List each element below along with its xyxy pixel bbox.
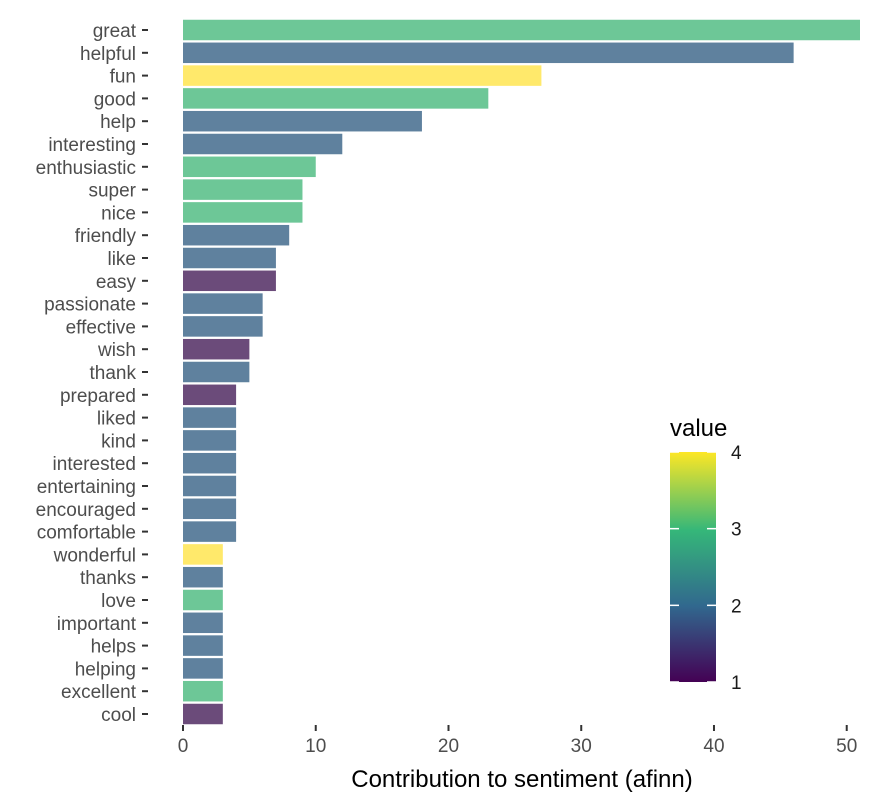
y-tick-label: fun — [110, 67, 136, 88]
y-tick-label: nice — [101, 203, 136, 224]
y-tick-label: helpful — [80, 44, 136, 65]
bar-help — [183, 110, 422, 132]
y-tick-label: love — [101, 591, 136, 612]
y-tick-label: wish — [97, 340, 136, 361]
y-tick-label: thank — [90, 363, 137, 384]
y-tick-label: encouraged — [36, 500, 136, 521]
legend-colorbar — [670, 452, 716, 682]
y-tick-label: helps — [91, 637, 136, 658]
bar-entertaining — [183, 475, 237, 497]
bar-prepared — [183, 384, 237, 406]
bar-friendly — [183, 224, 290, 246]
legend-tick-label: 1 — [731, 673, 742, 694]
bars-layer — [183, 19, 860, 725]
x-tick-label: 50 — [836, 736, 857, 757]
legend-title: value — [670, 415, 727, 442]
bar-great — [183, 19, 860, 41]
bar-cool — [183, 703, 223, 725]
bar-super — [183, 179, 303, 200]
x-tick-label: 30 — [571, 736, 592, 757]
x-axis-title: Contribution to sentiment (afinn) — [351, 766, 693, 793]
y-tick-label: kind — [101, 431, 136, 452]
legend-tick-label: 2 — [731, 596, 742, 617]
bar-encouraged — [183, 498, 237, 520]
bar-enthusiastic — [183, 156, 316, 178]
bar-passionate — [183, 293, 263, 314]
y-tick-label: important — [57, 614, 137, 635]
y-tick-label: interesting — [48, 135, 136, 156]
y-tick-label: excellent — [61, 682, 137, 703]
y-tick-label: enthusiastic — [36, 158, 136, 179]
y-tick-label: prepared — [60, 386, 136, 407]
bar-kind — [183, 430, 237, 451]
y-tick-label: helping — [75, 659, 136, 680]
bar-liked — [183, 407, 237, 428]
bar-interesting — [183, 133, 343, 155]
y-axis: greathelpfulfungoodhelpinterestingenthus… — [36, 21, 148, 726]
bar-helping — [183, 658, 223, 679]
bar-like — [183, 247, 276, 269]
y-tick-label: cool — [101, 705, 136, 726]
x-axis: 0 10 20 30 40 50 — [178, 725, 857, 757]
bar-helpful — [183, 42, 794, 64]
bar-interested — [183, 452, 237, 474]
y-tick-label: good — [94, 89, 136, 110]
bar-easy — [183, 270, 276, 292]
y-tick-label: effective — [66, 317, 136, 338]
bar-thanks — [183, 566, 223, 588]
bar-nice — [183, 202, 303, 223]
y-tick-label: liked — [97, 409, 136, 430]
legend-tick-label: 4 — [731, 443, 742, 464]
y-tick-label: like — [107, 249, 136, 270]
y-tick-label: easy — [96, 272, 137, 293]
color-legend: value 1 2 3 4 — [670, 415, 742, 694]
y-tick-label: thanks — [80, 568, 136, 589]
y-tick-label: super — [88, 181, 136, 202]
legend-ticks: 1 2 3 4 — [670, 443, 742, 694]
y-tick-label: comfortable — [37, 523, 136, 544]
bar-comfortable — [183, 521, 237, 542]
x-tick-label: 40 — [703, 736, 724, 757]
bar-thank — [183, 361, 250, 383]
bar-effective — [183, 316, 263, 337]
bar-wish — [183, 338, 250, 360]
x-tick-label: 20 — [438, 736, 459, 757]
x-tick-label: 0 — [178, 736, 189, 757]
y-tick-label: entertaining — [37, 477, 136, 498]
bar-excellent — [183, 680, 223, 702]
x-tick-label: 10 — [305, 736, 326, 757]
bar-good — [183, 88, 489, 109]
y-tick-label: help — [100, 112, 136, 133]
bar-love — [183, 589, 223, 611]
y-tick-label: wonderful — [53, 545, 136, 566]
bar-wonderful — [183, 544, 223, 565]
bar-important — [183, 612, 223, 634]
bar-helps — [183, 635, 223, 656]
y-tick-label: great — [93, 21, 137, 42]
legend-tick-label: 3 — [731, 520, 742, 541]
y-tick-label: passionate — [44, 295, 136, 316]
y-tick-label: friendly — [75, 226, 137, 247]
bar-fun — [183, 65, 542, 86]
y-tick-label: interested — [53, 454, 136, 475]
